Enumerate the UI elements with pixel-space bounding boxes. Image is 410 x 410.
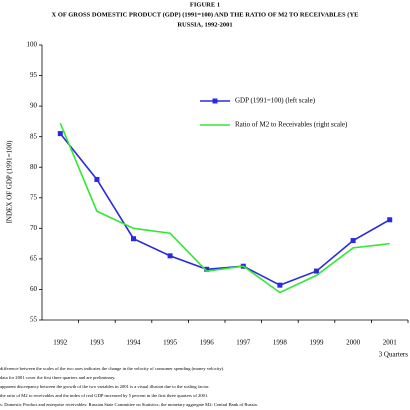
x-tick-label: 1998 bbox=[273, 339, 288, 347]
series-line bbox=[59, 133, 391, 287]
chart-title: FIGURE 1 bbox=[190, 1, 220, 8]
marker bbox=[204, 266, 210, 272]
y-tick-label: 100 bbox=[27, 41, 38, 49]
marker bbox=[387, 217, 393, 223]
marker bbox=[167, 253, 173, 259]
y-tick-label: 95 bbox=[30, 71, 38, 79]
x-tick-label: 1997 bbox=[236, 339, 251, 347]
y-tick-label: 60 bbox=[30, 285, 38, 293]
x-tick-label: 1993 bbox=[90, 339, 105, 347]
y-tick-label: 70 bbox=[30, 224, 38, 232]
x-tick-label: 2001 bbox=[383, 339, 398, 347]
marker bbox=[277, 282, 283, 288]
footnote: difference between the scales of the two… bbox=[0, 366, 224, 371]
x-tick-label: 1994 bbox=[127, 339, 142, 347]
marker bbox=[314, 268, 319, 274]
marker bbox=[350, 238, 356, 244]
legend-marker bbox=[212, 98, 218, 104]
y-axis-label: INDEX OF GDP (1991=100) bbox=[6, 140, 14, 223]
footnote: apparent discrepancy between the growth … bbox=[0, 384, 209, 389]
y-tick-label: 55 bbox=[30, 316, 38, 324]
x-tick-label: 1995 bbox=[163, 339, 178, 347]
chart-subtitle: X OF GROSS DOMESTIC PRODUCT (GDP) (1991=… bbox=[52, 11, 359, 18]
footnote: data for 2001 cover the first three quar… bbox=[0, 375, 115, 380]
marker bbox=[57, 131, 63, 137]
x-tick-label: 1992 bbox=[53, 339, 68, 347]
marker bbox=[131, 236, 136, 242]
y-tick-label: 75 bbox=[30, 193, 38, 201]
footnote: the ratio of M2 to receivables and the i… bbox=[0, 393, 208, 398]
y-tick-label: 85 bbox=[30, 132, 38, 140]
x-tick-label: 1996 bbox=[200, 339, 215, 347]
legend-label: Ratio of M2 to Receivables (right scale) bbox=[235, 121, 348, 129]
y-tick-label: 90 bbox=[30, 102, 38, 110]
marker bbox=[94, 176, 100, 182]
chart-subtitle: RUSSIA, 1992-2001 bbox=[177, 21, 232, 28]
y-tick-label: 80 bbox=[30, 163, 38, 171]
x-axis-note: 3 Quarters bbox=[379, 351, 409, 359]
x-tick-label: 1999 bbox=[310, 339, 325, 347]
series-line bbox=[59, 122, 390, 294]
x-tick-label: 2000 bbox=[346, 339, 361, 347]
y-tick-label: 65 bbox=[30, 254, 38, 262]
footnote: s: Domestic Product and enterprise recei… bbox=[0, 402, 258, 407]
legend-label: GDP (1991=100) (left scale) bbox=[235, 97, 316, 105]
